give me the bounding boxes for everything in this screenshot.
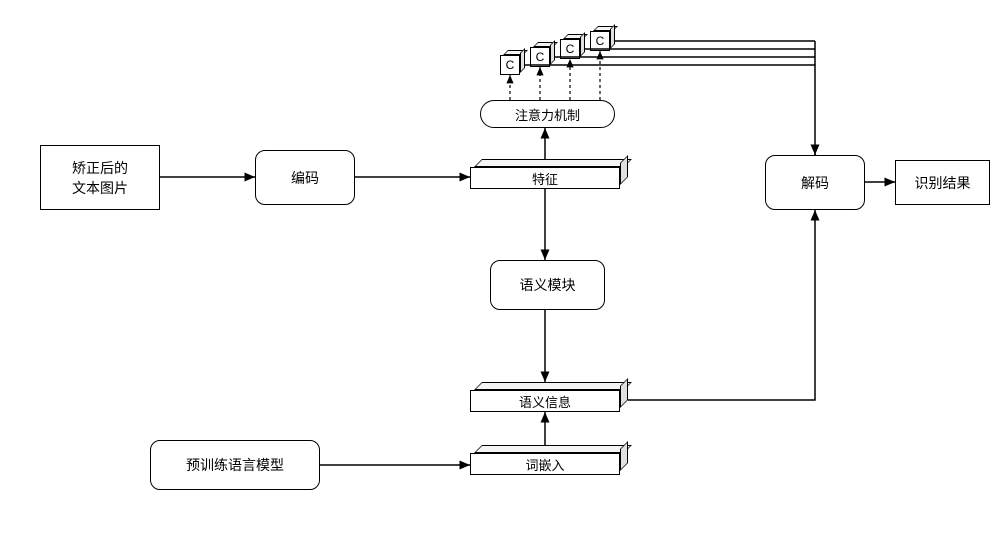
- attention-node: 注意力机制: [480, 100, 615, 128]
- c-box-3: C: [560, 39, 580, 59]
- encode-node: 编码: [255, 150, 355, 205]
- feature-node: 特征: [470, 167, 620, 189]
- c-box-4: C: [590, 31, 610, 51]
- c-box-1: C: [500, 55, 520, 75]
- c-box-2: C: [530, 47, 550, 67]
- semantic-info-node: 语义信息: [470, 390, 620, 412]
- semantic-module-node: 语义模块: [490, 260, 605, 310]
- decode-node: 解码: [765, 155, 865, 210]
- input-image-node: 矫正后的 文本图片: [40, 145, 160, 210]
- pretrain-node: 预训练语言模型: [150, 440, 320, 490]
- word-embed-node: 词嵌入: [470, 453, 620, 475]
- result-node: 识别结果: [895, 160, 990, 205]
